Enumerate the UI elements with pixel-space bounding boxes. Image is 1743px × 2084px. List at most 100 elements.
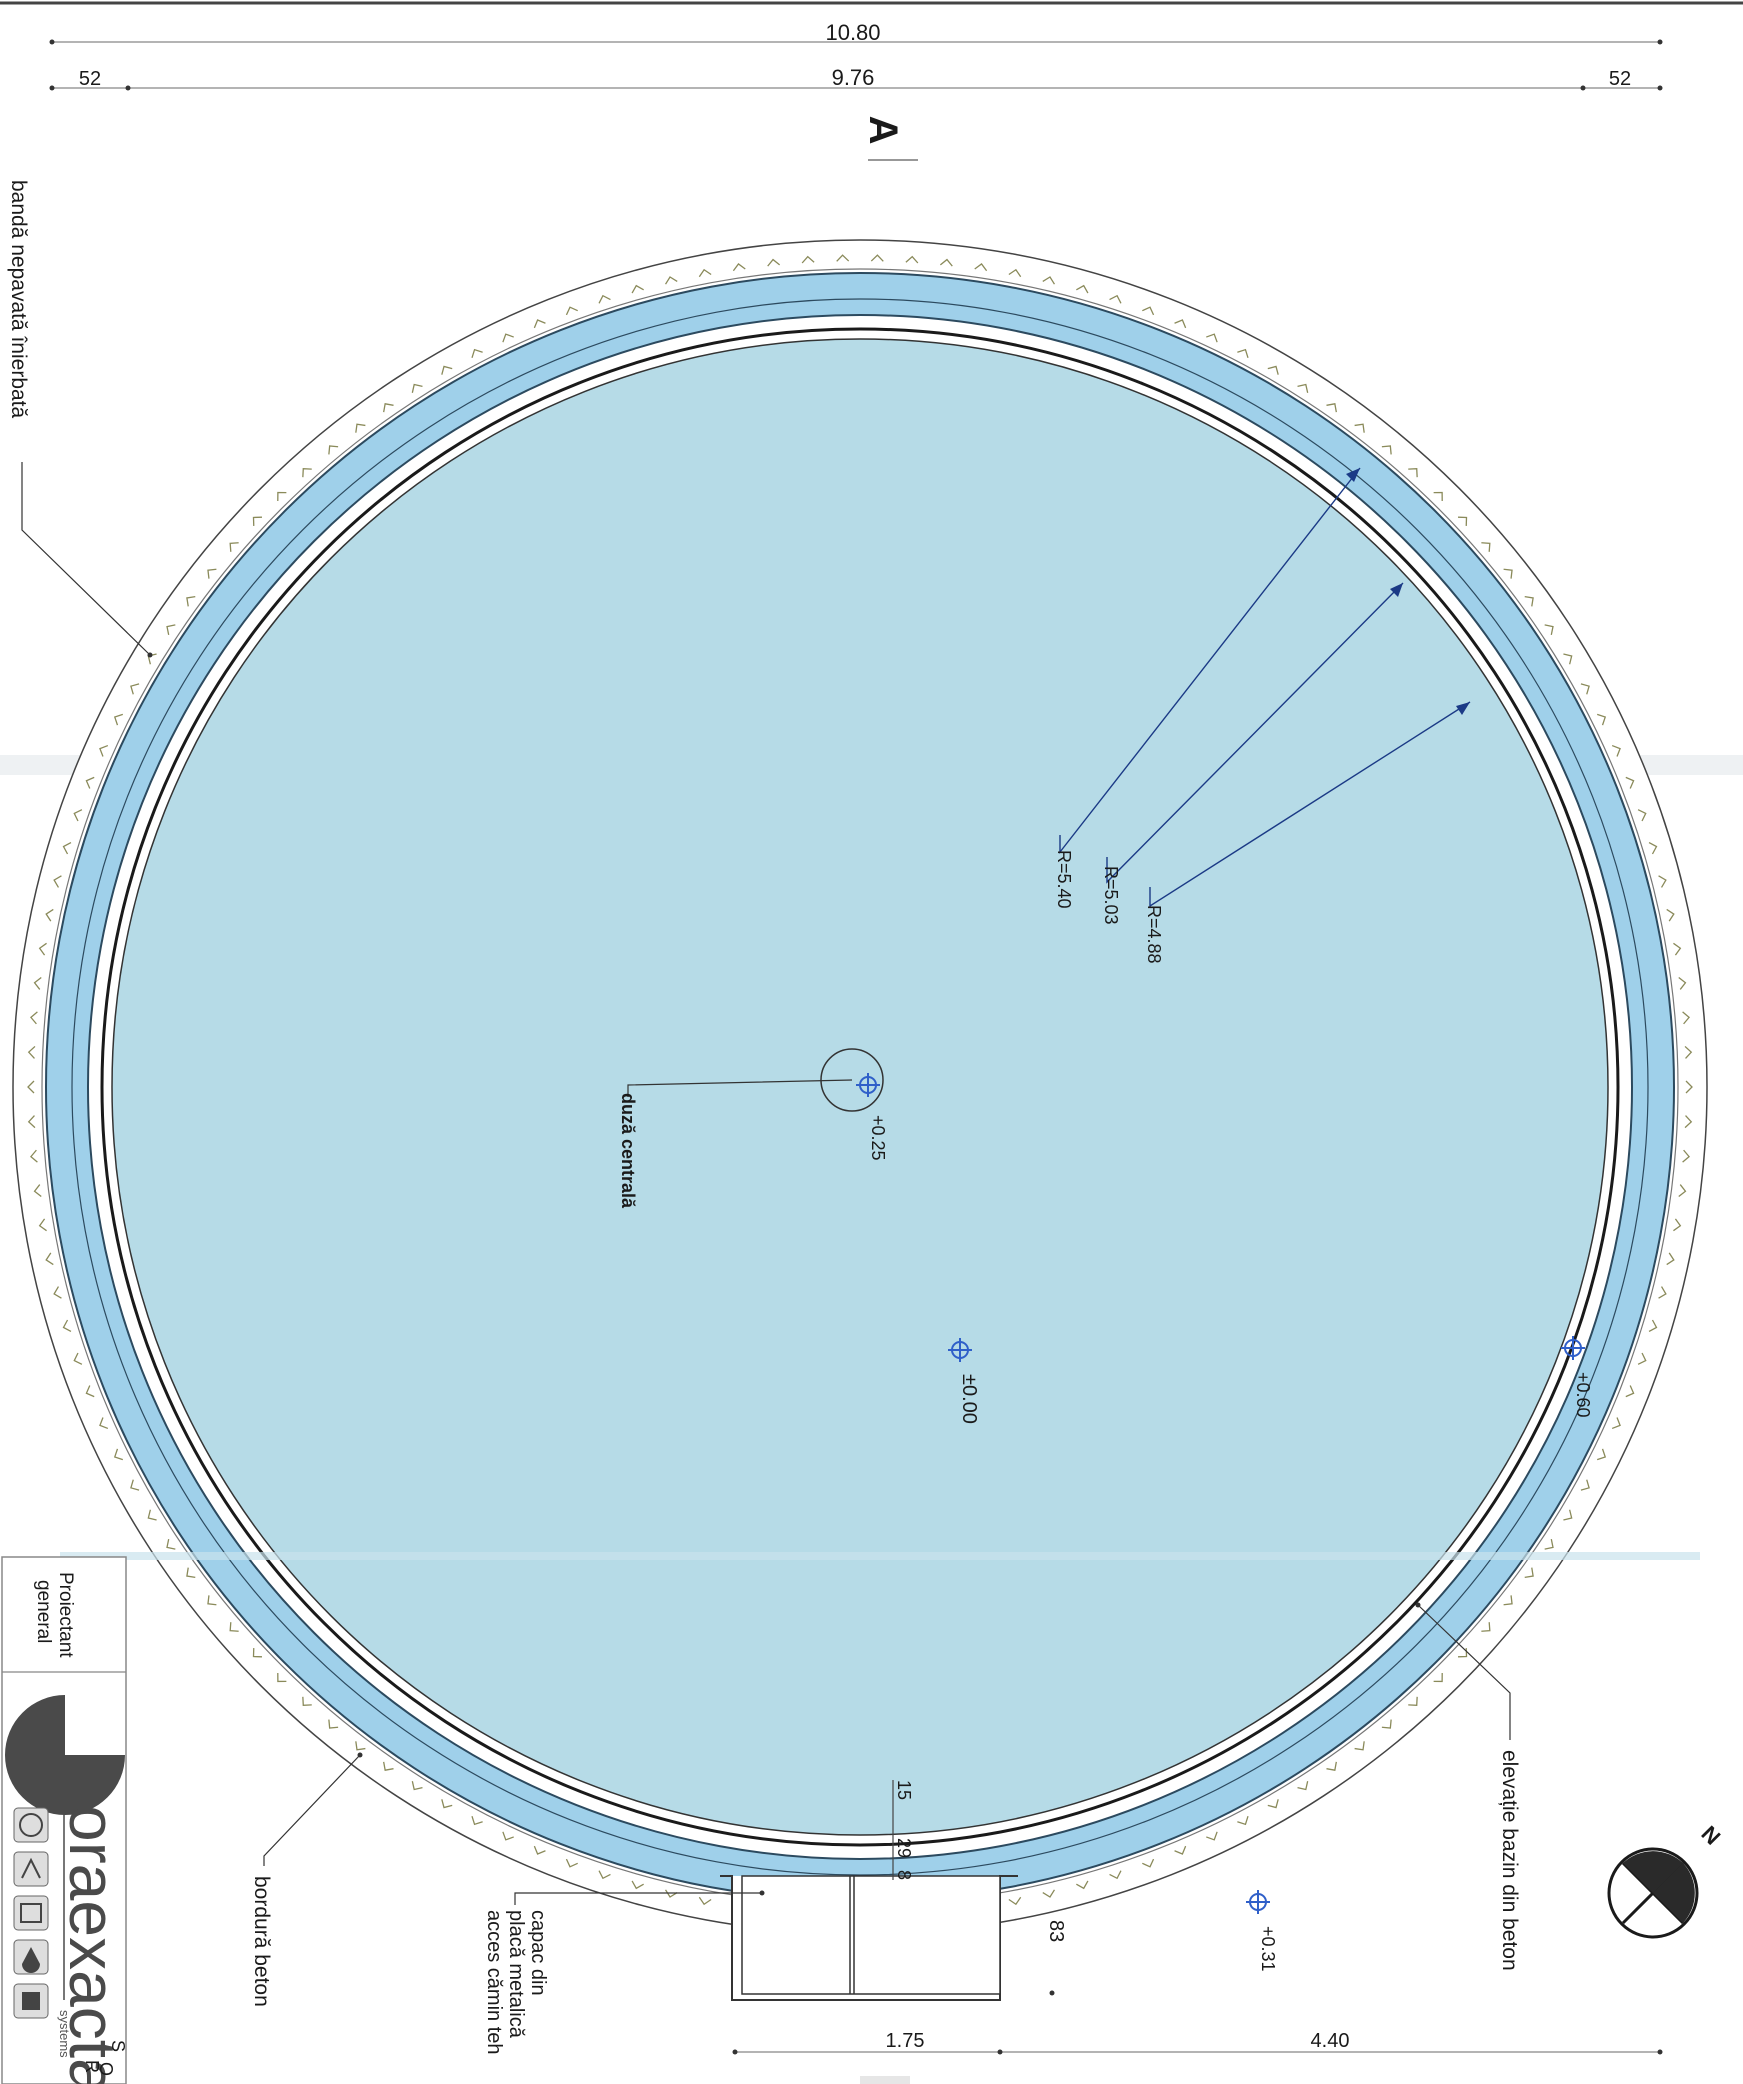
grass-mark [27, 1115, 36, 1129]
cut-text-1: S [108, 2040, 128, 2052]
grass-mark [1042, 276, 1056, 285]
company-subtitle: systems [57, 2010, 72, 2058]
inner-width-label: 9.76 [832, 65, 875, 90]
grass-mark [1682, 1011, 1690, 1025]
title-block: Proiectant general oraexacta systems S R… [1, 1556, 130, 2084]
grass-mark [1544, 624, 1554, 636]
grass-mark [1611, 1417, 1621, 1430]
grass-mark [1666, 1252, 1675, 1266]
grass-mark [1381, 445, 1392, 455]
grass-mark [1354, 423, 1365, 433]
grass-mark [1524, 595, 1534, 607]
grass-mark [664, 276, 678, 285]
grass-mark [1408, 1696, 1418, 1706]
grass-mark [355, 1741, 366, 1751]
level-label-rim: +0.60 [1573, 1372, 1593, 1418]
grass-mark [1580, 683, 1590, 695]
cover-label-line2: placă metalică [505, 1910, 527, 2039]
grass-mark [598, 1870, 611, 1880]
grass-mark [302, 468, 312, 478]
radius-leaders [1059, 467, 1471, 908]
north-arrow-icon: N [1607, 1821, 1725, 1939]
leader-dot [759, 1890, 765, 1896]
side-offset-label: 83 [1045, 1920, 1067, 1942]
radius-arrowheads [1346, 468, 1470, 715]
grass-mark [1625, 1385, 1635, 1398]
grass-mark [38, 942, 47, 956]
grass-mark [166, 1538, 176, 1550]
level-label-outside: +0.31 [1258, 1926, 1278, 1972]
grass-mark [1381, 1719, 1392, 1729]
grass-mark [1658, 875, 1667, 888]
grass-mark [45, 908, 54, 922]
scan-mark [860, 2076, 910, 2084]
grass-mark [1267, 1799, 1279, 1809]
radius-leader-r1 [1059, 467, 1361, 855]
grass-mark [1611, 744, 1621, 757]
company-name: oraexacta [56, 1805, 130, 2084]
grass-mark [328, 1719, 339, 1729]
grass-mark [1076, 1880, 1089, 1890]
grass-mark [1042, 1889, 1056, 1898]
grass-mark [355, 423, 366, 433]
grass-mark [62, 1319, 72, 1333]
wall-inner-line-1 [71, 298, 1649, 1876]
grass-mark [1563, 1509, 1573, 1521]
grass-mark [1685, 1080, 1693, 1094]
grass-mark [1206, 333, 1218, 343]
tick-dot [1049, 1990, 1055, 1996]
grass-mark [411, 383, 423, 393]
grass-mark [229, 542, 239, 552]
grass-mark [1678, 977, 1687, 990]
grass-mark [1174, 1845, 1187, 1855]
grass-mark [533, 1845, 546, 1855]
grass-mark [1673, 942, 1682, 956]
grass-mark [1682, 1149, 1690, 1163]
concrete-wall-leader [1417, 1604, 1511, 1740]
manhole-width-label: 1.75 [886, 2030, 925, 2052]
right-offset-label: 52 [1609, 68, 1631, 90]
grass-mark [533, 319, 546, 329]
grass-mark [207, 568, 217, 579]
tick-dot [732, 2049, 738, 2055]
grass-mark [33, 977, 42, 990]
arrowhead [1456, 702, 1470, 715]
grass-mark [186, 1567, 196, 1579]
grass-mark [73, 1352, 83, 1365]
tick-dot [997, 2049, 1003, 2055]
cut-text-2: R [82, 2060, 102, 2073]
arrowhead [1390, 583, 1403, 597]
grass-mark [53, 1286, 62, 1299]
side-length-label: 4.40 [1311, 2030, 1350, 2052]
grass-mark [166, 624, 176, 636]
grass-mark [1142, 306, 1155, 316]
grass-mark [30, 1149, 38, 1163]
central-nozzle-circle [820, 1048, 884, 1112]
tick-dot [125, 85, 131, 91]
grass-mark [1648, 1319, 1658, 1333]
tick-dot [1657, 2049, 1663, 2055]
grass-mark [664, 1889, 678, 1898]
grass-mark [85, 776, 95, 789]
grass-mark [1433, 1672, 1443, 1683]
concrete-curb-label: bordură beton [250, 1876, 273, 2007]
grass-mark [698, 268, 712, 278]
tick-dot [1580, 85, 1586, 91]
grass-mark [801, 255, 815, 264]
service-icons [13, 1807, 49, 2019]
oraexacta-logo-icon [5, 1695, 125, 1815]
grass-mark [1008, 1896, 1022, 1906]
grass-mark [207, 1595, 217, 1606]
grass-mark [1408, 468, 1418, 478]
ring-dim-15: 15 [894, 1780, 914, 1800]
grass-mark [1237, 1816, 1249, 1826]
grass-mark [1544, 1538, 1554, 1550]
gauge-icon [13, 1807, 49, 1843]
grass-mark [502, 333, 514, 343]
grass-mark [1354, 1741, 1365, 1751]
chamber-cover [741, 1875, 1001, 1995]
grass-mark [471, 1816, 483, 1826]
grass-mark [53, 875, 62, 888]
dimension-ticks [49, 39, 1663, 91]
